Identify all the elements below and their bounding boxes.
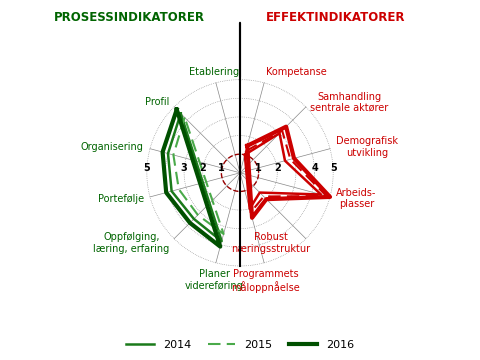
Legend: 2014, 2015, 2016: 2014, 2015, 2016 [121, 336, 359, 355]
Text: 1: 1 [218, 163, 225, 173]
Text: 5: 5 [144, 163, 150, 173]
Text: Organisering: Organisering [81, 142, 144, 152]
Text: 2: 2 [199, 163, 206, 173]
Text: 3: 3 [180, 163, 188, 173]
Text: Portefølje: Portefølje [97, 194, 144, 204]
Text: Etablering: Etablering [190, 67, 240, 77]
Text: 4: 4 [311, 163, 318, 173]
Text: 1: 1 [255, 163, 262, 173]
Text: Arbeids-
plasser: Arbeids- plasser [336, 188, 377, 210]
Text: 5: 5 [330, 163, 336, 173]
Text: PROSESSINDIKATORER: PROSESSINDIKATORER [54, 11, 205, 24]
Text: Profil: Profil [145, 97, 169, 107]
Text: Planer
videreføring: Planer videreføring [185, 269, 243, 291]
Text: Programmets
måloppnåelse: Programmets måloppnåelse [231, 269, 300, 293]
Text: Demografisk
utvikling: Demografisk utvikling [336, 136, 398, 158]
Text: EFFEKTINDIKATORER: EFFEKTINDIKATORER [266, 11, 406, 24]
Text: Samhandling
sentrale aktører: Samhandling sentrale aktører [311, 91, 389, 113]
Text: Oppfølging,
læring, erfaring: Oppfølging, læring, erfaring [93, 233, 169, 254]
Text: Kompetanse: Kompetanse [265, 67, 326, 77]
Text: Robust
næringsstruktur: Robust næringsstruktur [231, 233, 311, 254]
Text: 2: 2 [274, 163, 281, 173]
